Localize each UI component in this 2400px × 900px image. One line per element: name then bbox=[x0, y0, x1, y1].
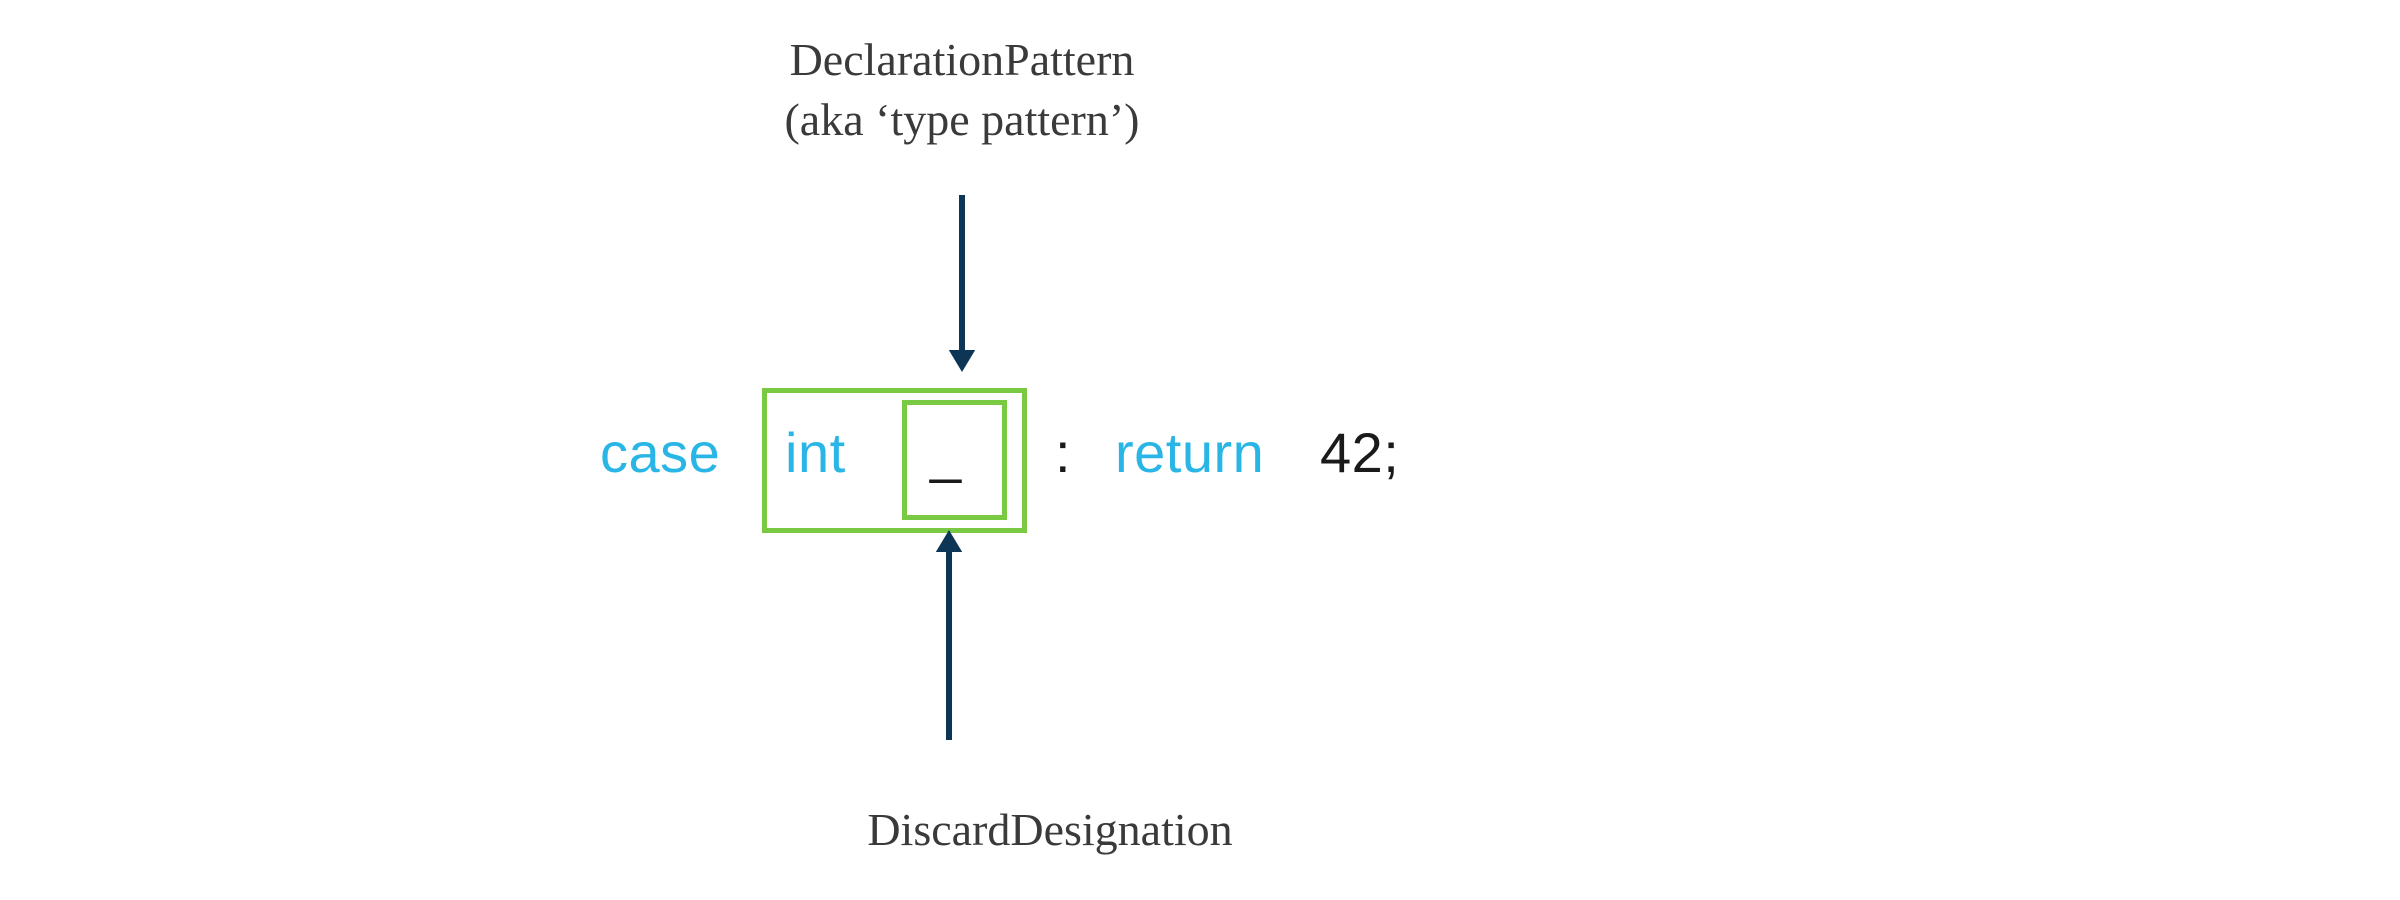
bottom-annotation-label: DiscardDesignation bbox=[800, 800, 1300, 860]
diagram-canvas: DeclarationPattern (aka ‘type pattern’) … bbox=[0, 0, 2400, 900]
code-token: return bbox=[1115, 420, 1264, 485]
code-token: 42; bbox=[1320, 420, 1399, 485]
code-token: : bbox=[1055, 420, 1071, 485]
top-annotation-label: DeclarationPattern (aka ‘type pattern’) bbox=[737, 30, 1187, 150]
discard-designation-box bbox=[902, 400, 1007, 520]
code-token: case bbox=[600, 420, 720, 485]
